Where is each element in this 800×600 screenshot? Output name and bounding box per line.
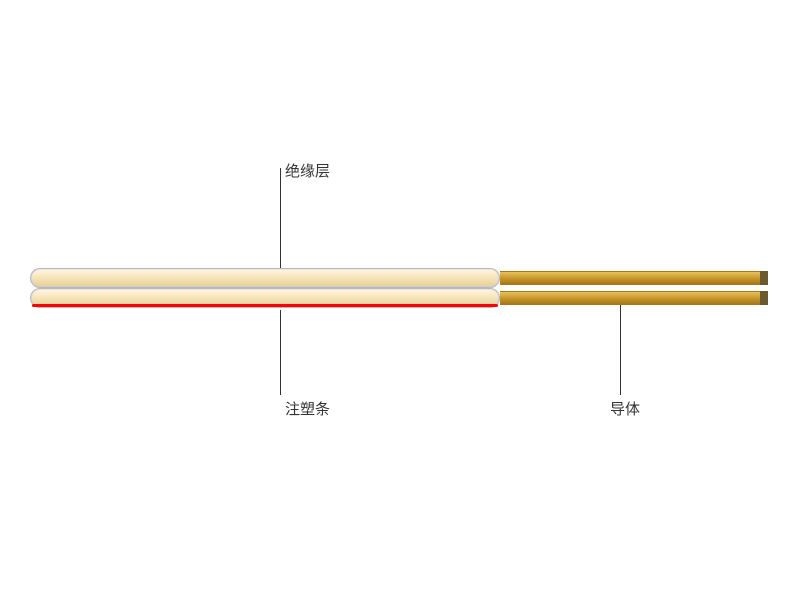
core-top	[32, 270, 498, 286]
lead-stripe	[280, 310, 281, 395]
label-stripe: 注塑条	[285, 398, 330, 419]
tip-bottom	[760, 291, 768, 305]
label-conductor: 导体	[610, 398, 640, 419]
bare-bottom	[500, 291, 760, 305]
label-insulation: 绝缘层	[285, 160, 330, 181]
lead-conductor	[620, 302, 621, 395]
bare-top	[500, 271, 760, 285]
red-stripe	[32, 304, 498, 307]
lead-insulation	[280, 168, 281, 268]
cable-diagram: 绝缘层 注塑条 导体	[0, 0, 800, 600]
tip-top	[760, 271, 768, 285]
